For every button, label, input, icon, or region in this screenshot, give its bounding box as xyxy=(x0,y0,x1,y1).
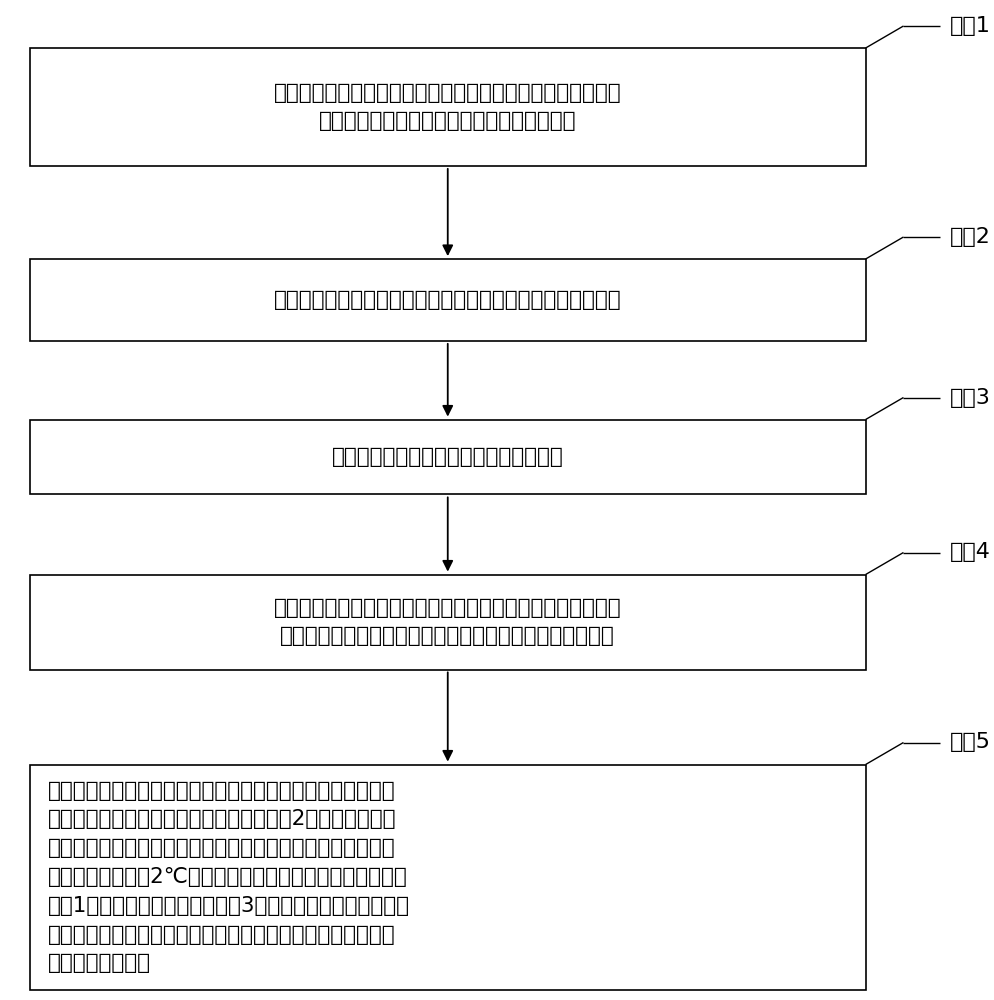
Bar xyxy=(30,764,865,990)
Text: 步骤1: 步骤1 xyxy=(949,16,990,36)
Text: 步骤4: 步骤4 xyxy=(949,542,990,562)
Text: 步骤3: 步骤3 xyxy=(949,387,990,408)
Text: 根据检测到的锂离子电池充放电过程中的电流、端电压和电池
内部温度，建立锂离子电池的简化电化学模型: 根据检测到的锂离子电池充放电过程中的电流、端电压和电池 内部温度，建立锂离子电池… xyxy=(273,83,621,131)
Bar xyxy=(30,420,865,494)
Bar xyxy=(30,259,865,341)
Text: 根据设定放电时间长度和锂离子电池内部变量，得到锂离子电
池单体的端电压、不同时刻的电池内部温度和最大放电倍率: 根据设定放电时间长度和锂离子电池内部变量，得到锂离子电 池单体的端电压、不同时刻… xyxy=(273,598,621,646)
Text: 根据辨识参数，获得锂离子电池内部变量: 根据辨识参数，获得锂离子电池内部变量 xyxy=(332,447,563,467)
Text: 步骤2: 步骤2 xyxy=(949,227,990,247)
Bar xyxy=(30,574,865,670)
Bar xyxy=(30,48,865,166)
Text: 在初始放电倍率和最大放电倍率之间，分别找到满足在设定放
电时间长度中最后时刻下的电池端电压小于2情况下的临界放
电倍率、设定放电时间中最后一个时刻与初始时刻的电: 在初始放电倍率和最大放电倍率之间，分别找到满足在设定放 电时间长度中最后时刻下的… xyxy=(48,781,410,973)
Text: 对锂离子电池的简化电化学模型进行参数辨识，得到辨识参数: 对锂离子电池的简化电化学模型进行参数辨识，得到辨识参数 xyxy=(273,290,621,310)
Text: 步骤5: 步骤5 xyxy=(949,732,990,752)
